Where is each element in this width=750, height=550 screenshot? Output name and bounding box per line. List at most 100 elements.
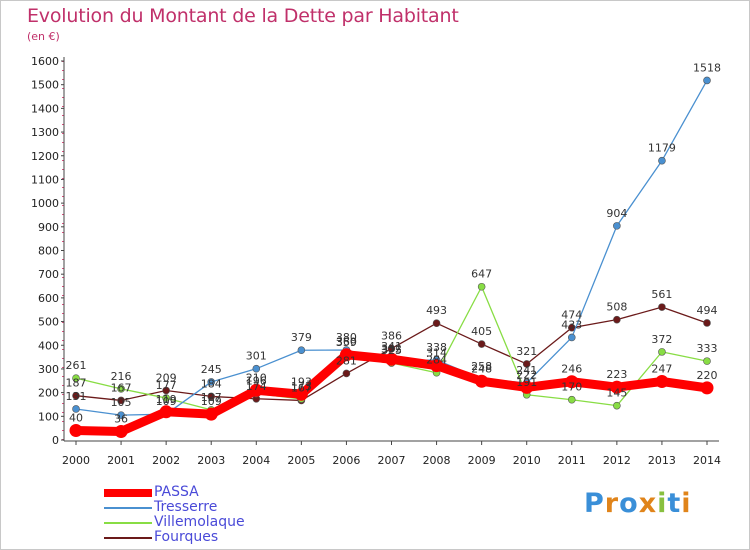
data-label: 433	[561, 318, 582, 331]
data-label: 474	[561, 309, 582, 322]
x-tick-label: 2009	[468, 454, 496, 467]
data-point	[477, 340, 486, 348]
data-label: 359	[336, 336, 357, 349]
data-point	[207, 392, 216, 401]
data-point	[72, 391, 80, 400]
data-label: 36	[114, 412, 128, 425]
y-tick-label: 400	[38, 339, 59, 352]
data-point	[700, 381, 714, 395]
y-tick-label: 1500	[31, 79, 59, 92]
data-point	[567, 395, 576, 404]
data-point	[72, 374, 80, 382]
data-label: 131	[66, 390, 87, 403]
data-label: 193	[291, 375, 312, 388]
data-label: 245	[201, 363, 222, 376]
data-label: 284	[426, 354, 447, 367]
data-label: 405	[471, 325, 492, 338]
data-label: 127	[201, 391, 222, 404]
logo-letter: i	[681, 488, 692, 519]
data-label: 314	[426, 347, 447, 360]
data-point	[658, 303, 666, 311]
data-point	[204, 407, 218, 421]
data-label: 1518	[693, 61, 721, 74]
data-point	[520, 380, 534, 394]
data-point	[117, 385, 125, 393]
y-tick-label: 600	[38, 292, 59, 305]
y-tick-label: 1600	[31, 55, 59, 68]
data-label: 40	[69, 412, 83, 425]
data-label: 177	[156, 379, 177, 392]
y-tick-label: 800	[38, 245, 59, 258]
data-point	[159, 405, 173, 419]
data-label: 380	[336, 331, 357, 344]
chart-series	[69, 76, 714, 438]
x-tick-label: 2014	[693, 454, 721, 467]
data-point	[385, 352, 398, 366]
data-label: 184	[201, 377, 222, 390]
data-label: 332	[381, 342, 402, 355]
logo-letter: t	[667, 488, 682, 519]
data-label: 301	[246, 350, 267, 363]
data-label: 105	[111, 396, 132, 409]
data-point	[162, 394, 170, 402]
data-label: 191	[516, 376, 537, 389]
legend-swatch-fourques	[104, 537, 152, 539]
data-point	[522, 360, 531, 368]
data-label: 321	[516, 345, 537, 358]
data-label: 167	[291, 381, 312, 394]
data-label: 379	[291, 331, 312, 344]
y-tick-label: 700	[38, 268, 59, 281]
legend-swatch-passa	[104, 489, 152, 497]
data-point	[387, 344, 396, 353]
x-tick-label: 2010	[513, 454, 541, 467]
data-point	[297, 346, 306, 355]
data-label: 904	[606, 207, 627, 220]
logo-letter: P	[584, 488, 605, 519]
data-point	[703, 76, 711, 85]
data-label: 325	[381, 344, 402, 357]
data-label: 341	[381, 340, 402, 353]
data-label: 261	[66, 359, 87, 372]
data-point	[703, 357, 711, 365]
x-tick-label: 2013	[648, 454, 676, 467]
data-point	[207, 378, 216, 386]
data-label: 647	[471, 268, 492, 281]
data-point	[430, 359, 444, 373]
logo-letter: i	[657, 488, 668, 519]
logo-letter: x	[638, 488, 658, 519]
data-point	[117, 411, 125, 419]
legend-swatch-villemolaque	[104, 522, 152, 524]
legend-label-passa: PASSA	[154, 484, 199, 500]
data-point	[655, 374, 669, 388]
y-tick-label: 0	[52, 434, 59, 447]
data-point	[613, 315, 621, 324]
legend-item-fourques: Fourques	[104, 529, 364, 545]
x-tick-label: 2006	[332, 454, 360, 467]
y-tick-label: 1000	[31, 197, 59, 210]
x-tick-label: 2007	[378, 454, 406, 467]
data-label: 246	[561, 363, 582, 376]
legend-item-tresserre: Tresserre	[104, 499, 364, 515]
data-label: 561	[651, 288, 672, 301]
data-label: 174	[246, 380, 267, 393]
data-label: 216	[111, 370, 132, 383]
data-label: 258	[471, 360, 492, 373]
data-point	[117, 396, 125, 405]
data-point	[658, 348, 666, 356]
data-point	[114, 424, 128, 438]
legend-label-villemolaque: Villemolaque	[154, 514, 245, 530]
y-tick-label: 1400	[31, 102, 59, 115]
data-label: 220	[697, 369, 718, 382]
data-label: 210	[246, 371, 267, 384]
data-point	[339, 348, 353, 362]
legend-swatch-tresserre	[104, 507, 152, 509]
chart-title: Evolution du Montant de la Dette par Hab…	[27, 5, 459, 27]
chart-subtitle: (en €)	[27, 30, 60, 43]
chart-axes: 0 100 200 300 400 500 600 700 800 900 1000 1100 1200…	[31, 55, 721, 467]
data-point	[610, 380, 624, 394]
data-point	[72, 405, 80, 413]
data-label: 173	[291, 380, 312, 393]
y-tick-label: 900	[38, 221, 59, 234]
